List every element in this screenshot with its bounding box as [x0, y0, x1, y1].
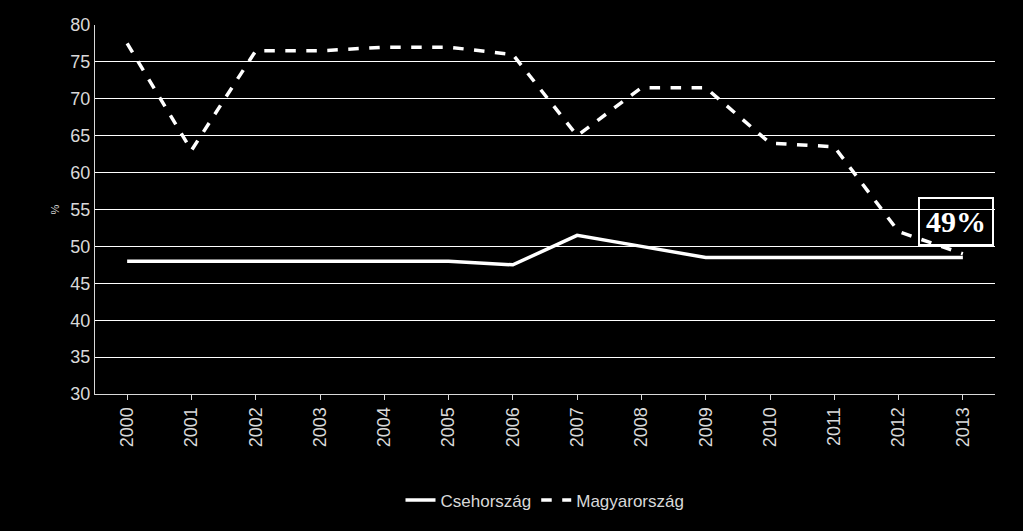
svg-text:2005: 2005: [438, 407, 458, 447]
svg-text:Csehország: Csehország: [441, 492, 532, 511]
svg-text:Magyarország: Magyarország: [576, 492, 684, 511]
svg-text:70: 70: [70, 89, 90, 109]
svg-text:50: 50: [70, 237, 90, 257]
svg-text:2006: 2006: [503, 407, 523, 447]
svg-text:60: 60: [70, 163, 90, 183]
svg-text:2009: 2009: [696, 407, 716, 447]
svg-text:2003: 2003: [310, 407, 330, 447]
svg-text:2002: 2002: [246, 407, 266, 447]
svg-text:2007: 2007: [567, 407, 587, 447]
svg-text:65: 65: [70, 126, 90, 146]
svg-text:45: 45: [70, 274, 90, 294]
svg-text:55: 55: [70, 200, 90, 220]
svg-text:75: 75: [70, 52, 90, 72]
svg-text:2012: 2012: [888, 407, 908, 447]
svg-text:49%: 49%: [926, 205, 986, 238]
svg-text:35: 35: [70, 347, 90, 367]
svg-text:40: 40: [70, 311, 90, 331]
svg-text:2011: 2011: [824, 407, 844, 446]
svg-text:80: 80: [70, 15, 90, 35]
svg-text:%: %: [49, 204, 61, 214]
svg-text:2008: 2008: [631, 407, 651, 447]
svg-text:2001: 2001: [181, 407, 201, 447]
svg-text:2010: 2010: [760, 407, 780, 447]
svg-text:2013: 2013: [953, 407, 973, 447]
svg-text:2000: 2000: [117, 407, 137, 447]
svg-text:30: 30: [70, 384, 90, 404]
svg-text:2004: 2004: [374, 407, 394, 447]
